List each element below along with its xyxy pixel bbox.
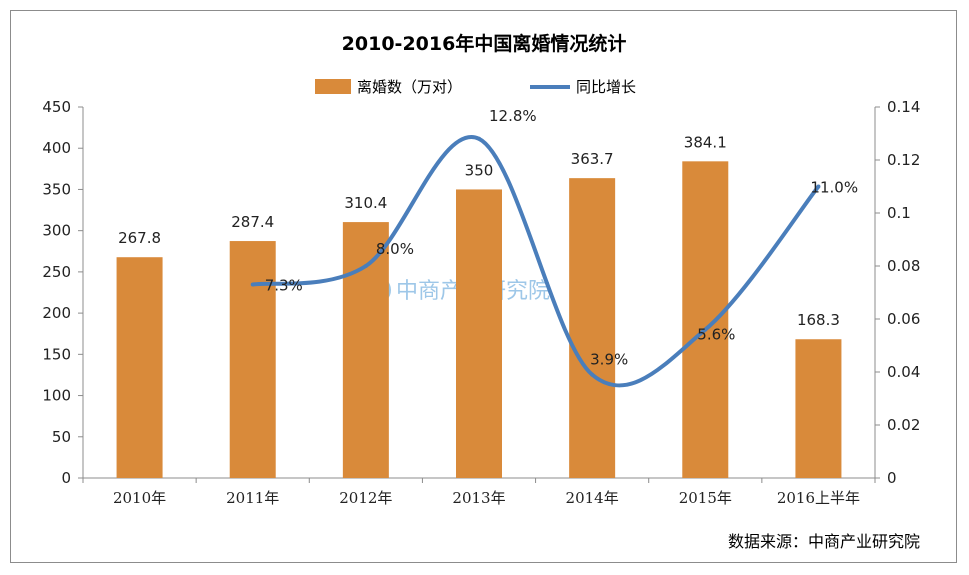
growth-value-label: 3.9% xyxy=(590,351,628,369)
right-tick-label: 0.1 xyxy=(887,204,911,222)
legend: 离婚数（万对） 同比增长 xyxy=(315,78,636,96)
growth-value-label: 12.8% xyxy=(489,107,537,125)
bar-value-label: 363.7 xyxy=(571,150,614,168)
right-tick-label: 0.04 xyxy=(887,363,920,381)
bar xyxy=(682,161,729,479)
bar-value-label: 267.8 xyxy=(118,229,161,247)
growth-line-path xyxy=(252,134,820,388)
left-tick-label: 350 xyxy=(42,180,71,198)
left-tick-label: 300 xyxy=(42,222,71,240)
bar xyxy=(456,189,502,478)
x-tick-label: 2015年 xyxy=(679,489,732,507)
right-tick-label: 0.14 xyxy=(887,98,920,116)
bar-value-label: 287.4 xyxy=(231,213,274,231)
bar xyxy=(116,257,163,478)
left-tick-label: 50 xyxy=(52,428,71,446)
growth-point xyxy=(363,264,368,268)
data-labels: 267.8 287.4 310.4 350 363.7 384.1 168.3 7.3% 8.0… xyxy=(118,107,858,369)
right-tick-label: 0.12 xyxy=(887,151,920,169)
bar xyxy=(229,241,276,478)
growth-point xyxy=(477,136,481,141)
bars xyxy=(116,161,842,479)
legend-bar-label: 离婚数（万对） xyxy=(357,78,462,96)
growth-value-label: 5.6% xyxy=(697,326,735,344)
left-tick-label: 0 xyxy=(61,469,71,487)
growth-point xyxy=(590,372,595,377)
x-tick-label: 2014年 xyxy=(566,489,619,507)
right-tick-label: 0 xyxy=(887,469,897,487)
source-note: 数据来源：中商产业研究院 xyxy=(728,532,920,551)
growth-value-label: 8.0% xyxy=(376,240,414,258)
right-tick-label: 0.08 xyxy=(887,257,920,275)
left-tick-label: 250 xyxy=(42,263,71,281)
bar xyxy=(795,339,842,478)
left-tick-label: 400 xyxy=(42,139,71,157)
legend-bar-swatch xyxy=(315,79,351,94)
growth-point xyxy=(816,184,821,189)
bar-value-label: 350 xyxy=(465,161,494,179)
x-tick-label: 2011年 xyxy=(226,489,279,507)
right-tick-label: 0.02 xyxy=(887,416,920,434)
growth-line xyxy=(250,134,821,388)
growth-value-label: 7.3% xyxy=(265,277,303,295)
x-tick-label: 2016上半年 xyxy=(777,489,860,507)
growth-value-label: 11.0% xyxy=(810,179,858,197)
left-tick-label: 150 xyxy=(42,345,71,363)
bar-value-label: 384.1 xyxy=(684,133,727,151)
x-tick-label: 2013年 xyxy=(452,489,505,507)
x-tick-label: 2012年 xyxy=(339,489,392,507)
bar xyxy=(569,178,616,479)
legend-line-label: 同比增长 xyxy=(576,78,636,96)
bar xyxy=(342,222,389,478)
right-tick-label: 0.06 xyxy=(887,310,920,328)
growth-point xyxy=(703,327,708,332)
left-tick-label: 450 xyxy=(42,98,71,116)
x-tick-label: 2010年 xyxy=(113,489,166,507)
growth-point xyxy=(250,282,255,287)
chart-title: 2010-2016年中国离婚情况统计 xyxy=(342,32,627,55)
left-tick-label: 100 xyxy=(42,387,71,405)
bar-value-label: 310.4 xyxy=(344,194,387,212)
left-tick-label: 200 xyxy=(42,304,71,322)
bar-value-label: 168.3 xyxy=(797,311,840,329)
